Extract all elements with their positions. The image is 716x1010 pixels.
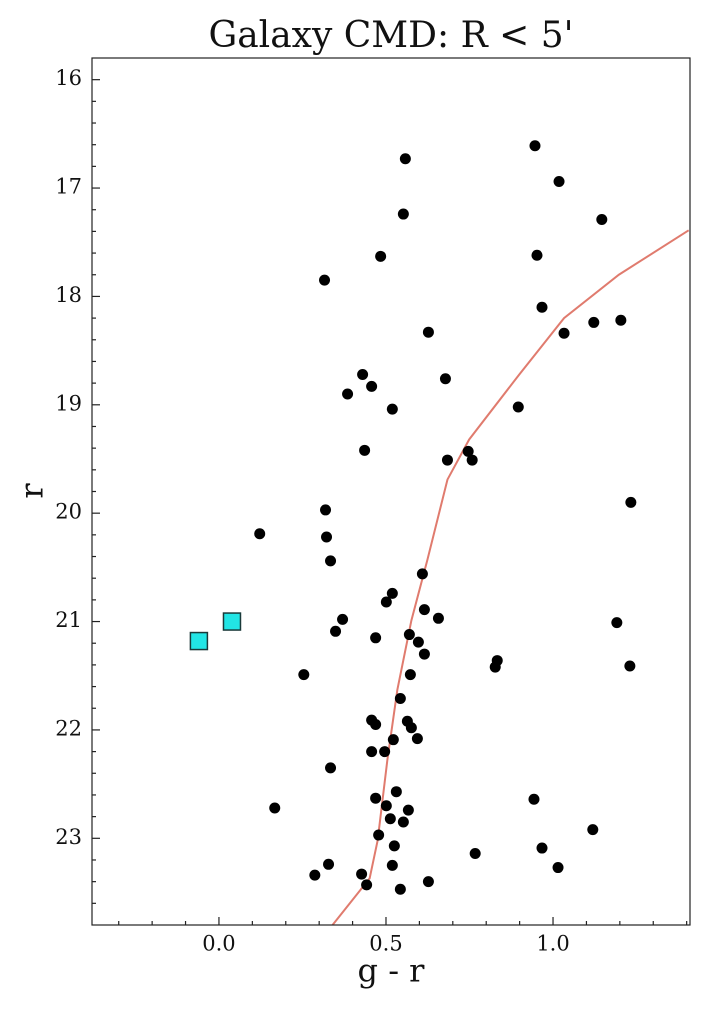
star-point <box>531 249 543 261</box>
y-tick-label: 16 <box>55 66 82 90</box>
y-tick-label: 19 <box>55 391 82 415</box>
star-point <box>412 636 424 648</box>
x-tick-label: 0.5 <box>369 932 402 956</box>
star-point <box>553 176 565 188</box>
star-point <box>625 496 637 508</box>
star-point <box>380 800 392 812</box>
star-point <box>361 879 373 891</box>
star-point <box>386 859 398 871</box>
star-point <box>558 327 570 339</box>
star-point <box>254 528 266 540</box>
star-point <box>404 669 416 681</box>
y-tick-label: 17 <box>55 175 82 199</box>
star-point <box>269 802 281 814</box>
star-point <box>418 648 430 660</box>
star-point <box>418 604 430 616</box>
y-tick-label: 21 <box>55 608 82 632</box>
star-point <box>357 368 369 380</box>
star-point <box>394 883 406 895</box>
star-point <box>588 316 600 328</box>
x-axis-label: g - r <box>358 952 426 990</box>
star-point <box>379 746 391 758</box>
star-point <box>422 326 434 338</box>
star-point <box>552 862 564 874</box>
plot-frame <box>91 57 691 926</box>
star-point <box>587 824 599 836</box>
star-point <box>380 596 392 608</box>
star-point <box>359 444 371 456</box>
x-tick-label: 1.0 <box>536 932 569 956</box>
star-point <box>432 612 444 624</box>
star-point <box>399 153 411 165</box>
star-point <box>441 454 453 466</box>
star-point <box>321 531 333 543</box>
star-point <box>397 816 409 828</box>
star-point <box>462 445 474 457</box>
star-point <box>390 786 402 798</box>
star-point <box>370 632 382 644</box>
square-point <box>189 631 209 651</box>
star-point <box>422 876 434 888</box>
y-tick-label: 23 <box>55 825 82 849</box>
star-point <box>405 722 417 734</box>
star-point <box>397 208 409 220</box>
star-point <box>402 804 414 816</box>
star-point <box>386 587 398 599</box>
y-tick-label: 18 <box>55 283 82 307</box>
model-curve <box>331 229 690 925</box>
star-point <box>512 401 524 413</box>
star-point <box>384 813 396 825</box>
star-point <box>528 793 540 805</box>
star-point <box>330 625 342 637</box>
star-point <box>370 792 382 804</box>
star-point <box>403 629 415 641</box>
star-point <box>469 847 481 859</box>
star-point <box>466 454 478 466</box>
star-point <box>320 504 332 516</box>
star-point <box>411 733 423 745</box>
star-point <box>439 373 451 385</box>
star-point <box>489 661 501 673</box>
star-point <box>529 140 541 152</box>
star-point <box>387 734 399 746</box>
y-tick-label: 20 <box>55 500 82 524</box>
star-point <box>342 388 354 400</box>
star-point <box>298 669 310 681</box>
star-point <box>323 858 335 870</box>
star-point <box>386 403 398 415</box>
star-point <box>325 762 337 774</box>
star-point <box>624 660 636 672</box>
star-point <box>337 613 349 625</box>
y-axis-label: r <box>13 483 51 499</box>
plot-area: 0.0 0.5 1.0 16 17 18 19 20 21 22 23 <box>55 66 690 956</box>
star-point <box>309 869 321 881</box>
star-point <box>356 868 368 880</box>
star-point <box>375 250 387 262</box>
star-point <box>536 842 548 854</box>
star-point <box>388 840 400 852</box>
star-point <box>366 746 378 758</box>
star-point <box>615 314 627 326</box>
star-point <box>373 829 385 841</box>
y-tick-label: 22 <box>55 716 82 740</box>
star-point <box>394 692 406 704</box>
star-point <box>596 213 608 225</box>
star-point <box>370 719 382 731</box>
star-point <box>325 555 337 567</box>
star-point <box>611 617 623 629</box>
star-point <box>416 568 428 580</box>
star-point <box>319 274 331 286</box>
chart-title: Galaxy CMD: R < 5' <box>208 15 573 56</box>
star-point <box>366 380 378 392</box>
x-tick-label: 0.0 <box>202 932 235 956</box>
star-point <box>536 301 548 313</box>
square-point <box>222 612 242 631</box>
